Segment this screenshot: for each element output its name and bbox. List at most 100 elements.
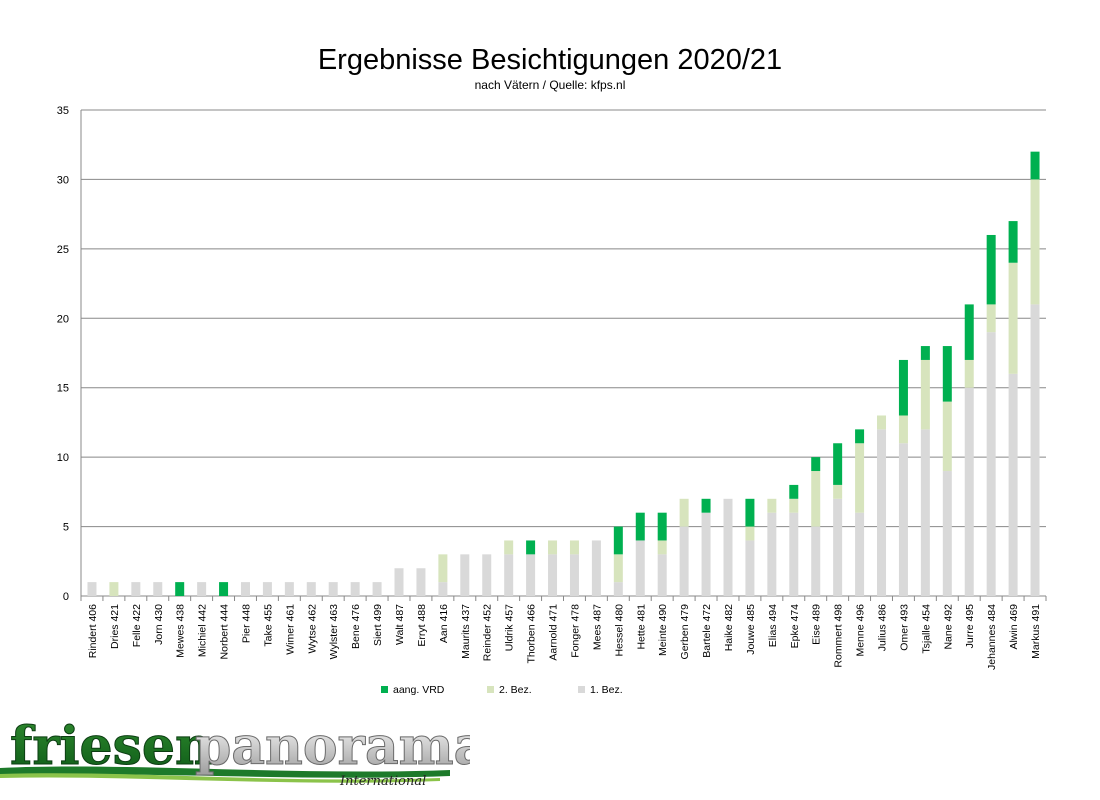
bar-segment [833, 443, 843, 485]
friesenpanorama-logo: friesen panorama International [0, 718, 470, 788]
legend-label: aang. VRD [393, 684, 445, 696]
bar-segment [767, 498, 777, 513]
bar-segment [1030, 151, 1040, 180]
y-tick-label: 0 [63, 591, 69, 603]
bar-segment [372, 582, 382, 596]
bar-segment [1030, 304, 1040, 596]
x-tick-label: Jehannes 484 [986, 604, 998, 670]
x-tick-label: Walt 487 [394, 604, 406, 645]
x-tick-label: Pier 448 [240, 604, 252, 643]
bar-segment [569, 554, 579, 596]
x-tick-label: Hessel 480 [613, 604, 625, 657]
x-tick-label: Epke 474 [789, 604, 801, 649]
x-tick-label: Jorn 430 [153, 604, 165, 645]
x-tick-label: Alwin 469 [1008, 604, 1020, 650]
logo-text-panorama: panorama [195, 718, 470, 777]
bar-segment [394, 568, 404, 596]
bar-segment [460, 554, 470, 596]
x-tick-label: Thorben 466 [526, 604, 538, 664]
bar-segment [438, 554, 448, 583]
x-tick-label: Omer 493 [898, 604, 910, 651]
bar-segment [964, 304, 974, 360]
bar-segment [898, 415, 908, 444]
bar-segment [833, 498, 843, 596]
chart-title: Ergebnisse Besichtigungen 2020/21 [317, 44, 783, 76]
bar-segment [591, 540, 601, 596]
x-tick-label: Norbert 444 [219, 604, 231, 660]
x-tick-label: Fonger 478 [569, 604, 581, 658]
y-tick-label: 10 [57, 452, 69, 464]
bar-segment [855, 429, 865, 444]
bar-segment [219, 582, 229, 596]
chart-subtitle: nach Vätern / Quelle: kfps.nl [474, 78, 626, 92]
y-tick-label: 15 [57, 383, 69, 395]
bar-segment [635, 540, 645, 596]
y-tick-label: 30 [57, 174, 69, 186]
bar-segment [701, 498, 711, 513]
bar-segment [328, 582, 338, 596]
x-tick-label: Wytse 462 [306, 604, 318, 654]
bar-segment [306, 582, 316, 596]
x-tick-label: Mees 487 [591, 604, 603, 650]
bar-segment [175, 582, 185, 596]
legend-swatch [487, 686, 494, 693]
x-tick-label: Wylster 463 [328, 604, 340, 660]
y-tick-label: 20 [57, 313, 69, 325]
bar-segment [986, 304, 996, 333]
x-tick-label: Felle 422 [131, 604, 143, 647]
bar-segment [789, 484, 799, 499]
bar-segment [942, 401, 952, 472]
x-tick-label: Rommert 498 [833, 604, 845, 668]
bar-segment [1008, 373, 1018, 596]
x-tick-label: Take 455 [262, 604, 274, 647]
x-tick-label: Gerben 479 [679, 604, 691, 660]
bar-segment [1008, 221, 1018, 263]
legend-label: 2. Bez. [499, 684, 532, 696]
bar-segment [877, 415, 887, 430]
bar-segment [416, 568, 426, 596]
bar-segment [569, 540, 579, 555]
bar-segment [855, 512, 865, 596]
bar-segment [613, 526, 623, 555]
x-tick-label: Eise 489 [811, 604, 823, 645]
x-tick-labels: Rindert 406 Dries 421 Felle 422 Jorn 430 Mew… [87, 604, 1042, 670]
logo-text-friesen: friesen [10, 718, 213, 777]
bar-segment [482, 554, 492, 596]
x-tick-label: Wimer 461 [284, 604, 296, 655]
x-tick-label: Uldrik 457 [504, 604, 516, 651]
bar-segment [548, 554, 558, 596]
y-tick-label: 25 [57, 244, 69, 256]
bar-segment [942, 471, 952, 596]
x-tick-label: Elias 494 [767, 604, 779, 647]
bar-segment [767, 512, 777, 596]
bar-segment [811, 526, 821, 596]
bar-segment [964, 359, 974, 388]
bar-segment [679, 498, 689, 527]
bar-segment [613, 554, 623, 583]
bar-segment [526, 540, 536, 555]
x-tick-label: Michiel 442 [197, 604, 209, 657]
x-tick-label: Reinder 452 [482, 604, 494, 661]
bar-segment [745, 526, 755, 541]
bar-segment [811, 457, 821, 472]
bar-segment [657, 554, 667, 596]
bar-segment [504, 554, 514, 596]
y-tick-label: 35 [57, 105, 69, 117]
bar-segment [350, 582, 360, 596]
x-tick-label: Bartele 472 [701, 604, 713, 658]
x-tick-label: Julius 486 [877, 604, 889, 651]
x-tick-label: Jouwe 485 [745, 604, 757, 655]
bar-segment [920, 429, 930, 596]
x-tick-label: Maurits 437 [460, 604, 472, 659]
x-tick-label: Rindert 406 [87, 604, 99, 658]
bar-segment [745, 498, 755, 527]
bar-segment [262, 582, 272, 596]
bar-segment [153, 582, 163, 596]
bar-segment [986, 332, 996, 596]
logo-tagline: International [339, 774, 426, 788]
stacked-bar-chart: 0 5 10 15 20 25 30 35 Rindert 406 Dries 421 Felle… [57, 105, 1047, 696]
legend: aang. VRD 2. Bez. 1. Bez. [381, 684, 623, 696]
y-tick-label: 5 [63, 522, 69, 534]
x-tick-label: Bene 476 [350, 604, 362, 649]
bar-segment [942, 346, 952, 402]
